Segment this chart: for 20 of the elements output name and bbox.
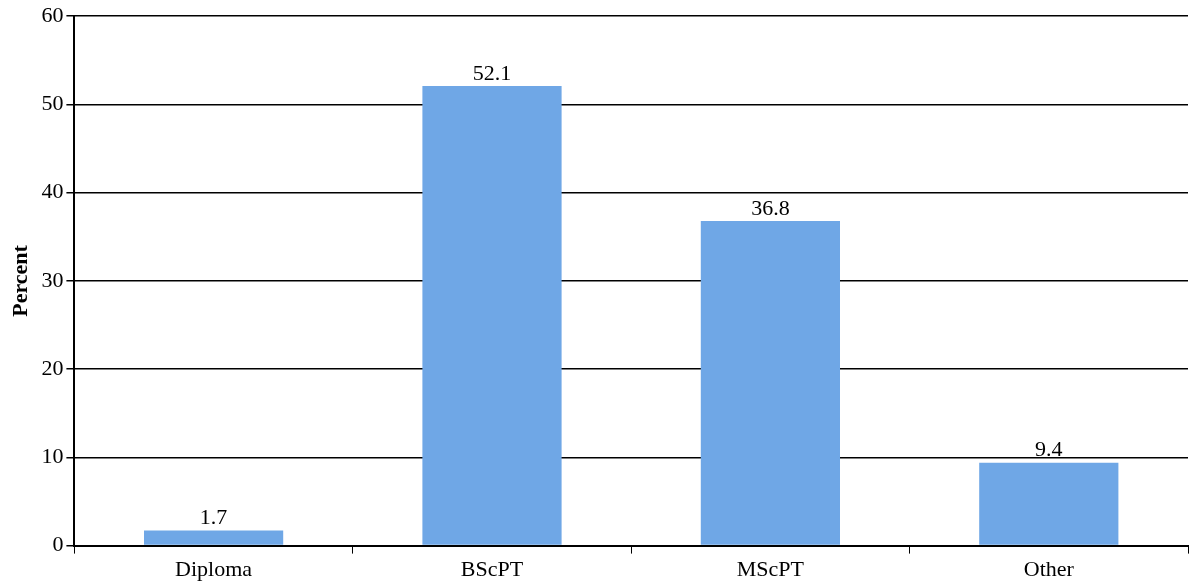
x-tick-label: Other bbox=[1023, 555, 1075, 581]
data-label: 52.1 bbox=[472, 59, 512, 85]
x-tick-label: MScPT bbox=[736, 555, 805, 581]
bar bbox=[422, 85, 562, 545]
data-label: 1.7 bbox=[199, 504, 228, 530]
x-tick-label: Diploma bbox=[175, 555, 253, 581]
y-tick-label: 10 bbox=[41, 443, 64, 469]
y-axis-title: Percent bbox=[6, 244, 32, 317]
bar bbox=[144, 530, 284, 545]
data-label: 9.4 bbox=[1035, 436, 1063, 462]
y-tick-label: 30 bbox=[41, 266, 64, 292]
x-tick-label: BScPT bbox=[460, 555, 524, 581]
y-tick-label: 40 bbox=[41, 178, 64, 204]
y-tick-label: 20 bbox=[41, 354, 64, 380]
data-label: 36.8 bbox=[751, 194, 790, 220]
y-tick-label: 0 bbox=[52, 531, 64, 557]
y-tick-label: 60 bbox=[41, 1, 64, 27]
bar bbox=[700, 220, 840, 545]
bar bbox=[979, 462, 1119, 545]
y-tick-label: 50 bbox=[41, 90, 64, 116]
